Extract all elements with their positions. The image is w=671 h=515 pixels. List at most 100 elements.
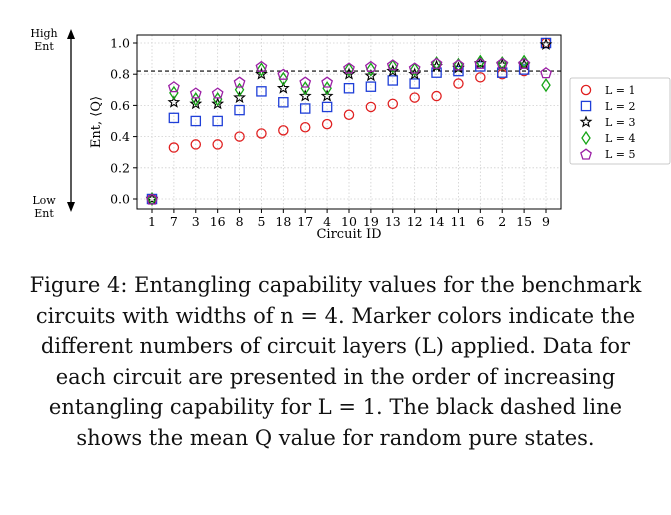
data-point bbox=[233, 76, 246, 88]
legend-box bbox=[569, 77, 671, 165]
data-point bbox=[321, 101, 333, 113]
y-axis-ticks: 0.0 0.2 0.4 0.6 0.8 1.0 bbox=[110, 36, 137, 207]
data-point bbox=[321, 76, 334, 88]
y-tick-label: 0.0 bbox=[110, 192, 130, 207]
x-tick-label: 13 bbox=[385, 214, 401, 229]
data-point bbox=[320, 89, 334, 102]
data-point bbox=[343, 109, 355, 121]
data-point bbox=[276, 81, 290, 94]
data-point bbox=[497, 56, 508, 71]
data-point bbox=[278, 71, 289, 87]
y-tick-label: 0.2 bbox=[110, 160, 130, 175]
data-point bbox=[453, 57, 464, 73]
x-tick-label: 8 bbox=[236, 214, 244, 229]
ent-arrow-down-head bbox=[67, 202, 75, 212]
data-point bbox=[364, 60, 377, 73]
data-point bbox=[298, 89, 312, 102]
data-point bbox=[343, 62, 355, 74]
x-tick-label: 15 bbox=[516, 214, 532, 229]
data-point bbox=[541, 77, 551, 93]
data-point bbox=[409, 78, 420, 89]
series-l-5 bbox=[146, 57, 552, 205]
data-point bbox=[168, 112, 180, 124]
data-point bbox=[212, 139, 223, 150]
chart: 0.00.20.40.60.81.0 1 7 3 16 8 5 18 17 4 10 19 13 12 1… bbox=[30, 27, 671, 242]
legend-label: L = 5 bbox=[605, 148, 636, 161]
series-l-2 bbox=[146, 37, 552, 205]
x-tick-label: 17 bbox=[297, 214, 313, 229]
legend-label: L = 2 bbox=[605, 100, 636, 113]
figure-caption: Figure 4: Entangling capability values f… bbox=[29, 273, 642, 450]
x-tick-label: 9 bbox=[542, 214, 550, 229]
data-point bbox=[234, 82, 245, 97]
data-point bbox=[387, 75, 399, 86]
data-point bbox=[343, 82, 355, 94]
data-point bbox=[453, 78, 464, 89]
low-ent-label-line2: Ent bbox=[34, 207, 54, 220]
data-point bbox=[212, 115, 223, 127]
x-tick-label: 6 bbox=[476, 214, 484, 229]
data-point bbox=[299, 76, 312, 88]
x-tick-label: 1 bbox=[148, 214, 156, 229]
x-tick-label: 19 bbox=[363, 214, 379, 229]
x-tick-label: 3 bbox=[192, 214, 200, 229]
x-axis-ticks: 1 7 3 16 8 5 18 17 4 10 19 13 12 14 11 6 2 15 9 bbox=[148, 209, 550, 229]
data-point bbox=[518, 57, 531, 69]
ent-arrow-up-head bbox=[67, 29, 75, 39]
data-point bbox=[409, 62, 420, 77]
legend-marker bbox=[580, 148, 592, 160]
data-point bbox=[189, 87, 202, 99]
legend-marker bbox=[580, 84, 592, 96]
x-tick-label: 4 bbox=[323, 214, 331, 229]
data-point bbox=[321, 118, 333, 130]
y-tick-label: 1.0 bbox=[110, 36, 130, 51]
data-point bbox=[518, 64, 530, 75]
y-tick-label: 0.4 bbox=[110, 129, 130, 144]
high-ent-label-line2: Ent bbox=[34, 40, 54, 53]
data-point bbox=[278, 97, 289, 108]
data-point bbox=[256, 62, 267, 77]
legend-label: L = 1 bbox=[605, 84, 636, 97]
data-point bbox=[190, 91, 201, 107]
data-point bbox=[169, 85, 179, 101]
data-point bbox=[344, 62, 354, 77]
data-point bbox=[190, 139, 202, 150]
data-points bbox=[145, 37, 553, 207]
x-tick-label: 11 bbox=[450, 214, 466, 229]
y-tick-label: 0.6 bbox=[110, 98, 130, 113]
x-tick-label: 10 bbox=[341, 214, 357, 229]
data-point bbox=[474, 57, 487, 69]
data-point bbox=[387, 98, 399, 110]
data-point bbox=[255, 60, 268, 73]
x-tick-label: 12 bbox=[407, 214, 423, 229]
data-point bbox=[386, 59, 399, 71]
data-point bbox=[278, 125, 289, 136]
data-point bbox=[475, 61, 486, 72]
data-point bbox=[364, 69, 378, 82]
data-point bbox=[147, 191, 157, 207]
data-point bbox=[430, 57, 443, 69]
data-point bbox=[322, 81, 332, 96]
low-ent-label-line1: Low bbox=[32, 194, 56, 207]
data-point bbox=[146, 193, 158, 205]
data-point bbox=[387, 59, 398, 74]
data-point bbox=[212, 91, 223, 107]
data-point bbox=[431, 90, 442, 102]
data-point bbox=[408, 62, 421, 74]
data-point bbox=[365, 81, 377, 92]
legend-marker bbox=[579, 115, 593, 128]
data-point bbox=[453, 65, 464, 77]
legend-label: L = 4 bbox=[605, 132, 636, 145]
data-point bbox=[211, 87, 224, 99]
x-tick-label: 16 bbox=[210, 214, 226, 229]
data-point bbox=[256, 86, 267, 97]
x-tick-label: 18 bbox=[275, 214, 291, 229]
data-point bbox=[475, 72, 486, 83]
legend-marker bbox=[581, 130, 591, 146]
high-ent-label-line1: High bbox=[30, 27, 57, 40]
data-point bbox=[233, 90, 246, 104]
data-point bbox=[366, 62, 376, 77]
data-point bbox=[234, 131, 245, 142]
data-point bbox=[299, 121, 311, 133]
data-point bbox=[539, 37, 553, 51]
